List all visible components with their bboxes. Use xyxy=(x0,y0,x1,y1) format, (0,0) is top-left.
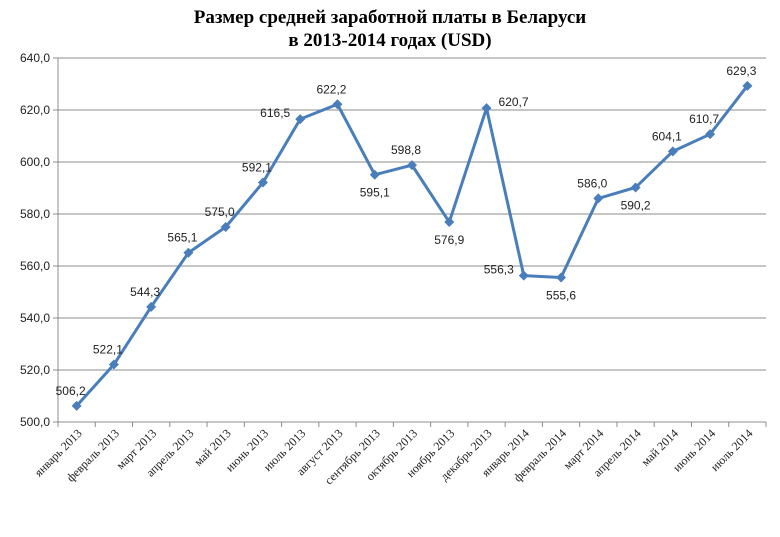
data-label: 604,1 xyxy=(652,129,682,143)
data-point xyxy=(556,272,567,283)
chart-title-line2: в 2013-2014 годах (USD) xyxy=(288,30,492,51)
data-point xyxy=(146,301,157,312)
data-point xyxy=(108,359,119,370)
data-point xyxy=(444,217,455,228)
series-path xyxy=(75,84,749,407)
data-point xyxy=(332,99,343,110)
chart-title: Размер средней заработной платы в Белару… xyxy=(0,6,780,52)
data-label: 575,0 xyxy=(205,205,235,219)
y-tick-label: 540,0 xyxy=(20,311,50,325)
axes: 500,0 520,0 540,0 560,0 580,0 600,0 620,0 640,0… xyxy=(20,51,767,487)
data-point xyxy=(630,182,641,193)
y-tick-label: 580,0 xyxy=(20,207,50,221)
data-point xyxy=(257,177,268,188)
data-label: 556,3 xyxy=(484,263,514,277)
series-markers xyxy=(71,80,753,411)
data-label: 506,2 xyxy=(56,384,86,398)
data-point xyxy=(369,169,380,180)
y-tick-label: 620,0 xyxy=(20,103,50,117)
data-point xyxy=(407,160,417,171)
data-point xyxy=(481,103,492,114)
y-tick-label: 640,0 xyxy=(20,51,50,65)
data-point xyxy=(667,146,678,157)
y-tick-label: 500,0 xyxy=(20,415,50,429)
y-tick-label: 560,0 xyxy=(20,259,50,273)
data-labels: 506,2 522,1 544,3 565,1 575,0 592,1 616,5 622,2… xyxy=(56,64,757,398)
data-label: 590,2 xyxy=(621,198,651,212)
data-label: 522,1 xyxy=(93,343,123,357)
data-label: 616,5 xyxy=(260,106,290,120)
data-point xyxy=(295,114,306,125)
data-label: 629,3 xyxy=(726,64,756,78)
series-line xyxy=(75,84,749,407)
data-point xyxy=(220,222,231,232)
data-point xyxy=(183,247,194,258)
chart-title-line1: Размер средней заработной платы в Белару… xyxy=(193,7,587,28)
data-label: 610,7 xyxy=(689,112,719,126)
data-label: 576,9 xyxy=(434,233,464,247)
data-label: 622,2 xyxy=(316,82,346,96)
data-label: 586,0 xyxy=(577,176,607,190)
data-label: 598,8 xyxy=(391,143,421,157)
data-label: 595,1 xyxy=(360,186,390,200)
data-point xyxy=(71,400,82,411)
data-label: 620,7 xyxy=(499,95,529,109)
grid-lines xyxy=(58,57,766,371)
data-label: 592,1 xyxy=(242,161,272,175)
data-label: 555,6 xyxy=(546,288,576,302)
data-point xyxy=(593,193,604,204)
data-label: 565,1 xyxy=(167,231,197,245)
data-point xyxy=(705,129,716,140)
y-tick-label: 600,0 xyxy=(20,155,50,169)
data-point xyxy=(742,80,753,91)
data-point xyxy=(518,270,529,281)
y-tick-label: 520,0 xyxy=(20,363,50,377)
data-label: 544,3 xyxy=(130,285,160,299)
